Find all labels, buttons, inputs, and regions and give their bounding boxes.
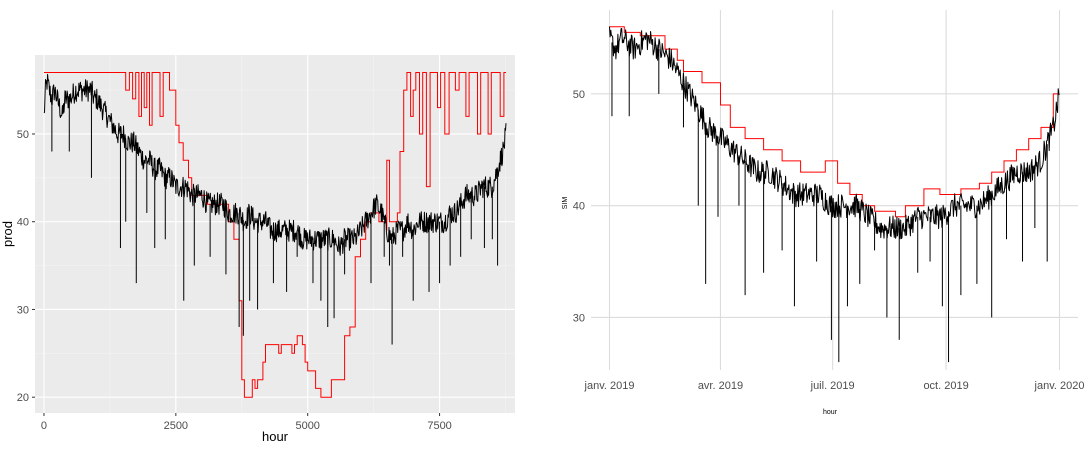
- y-tick-label: 50: [17, 129, 29, 141]
- series-layer: [609, 26, 1060, 363]
- x-tick-label: janv. 2019: [584, 380, 635, 392]
- y-axis-title: SIM: [562, 197, 569, 210]
- black-series-line: [609, 26, 1060, 240]
- grid-lines: [591, 10, 1078, 370]
- x-tick-label: 5000: [295, 420, 319, 432]
- axis-ticks: 0 2500 5000 7500 20 30 40 50: [17, 129, 452, 432]
- y-tick-label: 20: [17, 392, 29, 404]
- red-series-line: [609, 26, 1060, 218]
- x-tick-label: janv. 2020: [1034, 380, 1085, 392]
- x-tick-label: avr. 2019: [698, 380, 743, 392]
- prod-line-chart: 0 2500 5000 7500 20 30 40 50 hour prod: [0, 55, 515, 444]
- black-series-line: [43, 73, 507, 256]
- y-tick-label: 40: [17, 217, 29, 229]
- y-tick-label: 30: [573, 312, 585, 324]
- red-series-line: [44, 72, 506, 398]
- y-tick-label: 40: [573, 201, 585, 213]
- x-tick-label: juil. 2019: [810, 380, 855, 392]
- x-axis-title: hour: [262, 429, 289, 444]
- y-tick-label: 30: [17, 304, 29, 316]
- x-tick-label: 7500: [427, 420, 451, 432]
- y-axis-title: prod: [0, 221, 15, 247]
- x-axis-title: hour: [823, 409, 838, 416]
- y-tick-label: 50: [573, 89, 585, 101]
- series-layer: [43, 72, 507, 398]
- x-tick-label: 0: [41, 420, 47, 432]
- x-tick-label: 2500: [164, 420, 188, 432]
- axis-ticks: janv. 2019 avr. 2019 juil. 2019 oct. 2019 ja…: [573, 89, 1085, 392]
- x-tick-label: oct. 2019: [923, 380, 968, 392]
